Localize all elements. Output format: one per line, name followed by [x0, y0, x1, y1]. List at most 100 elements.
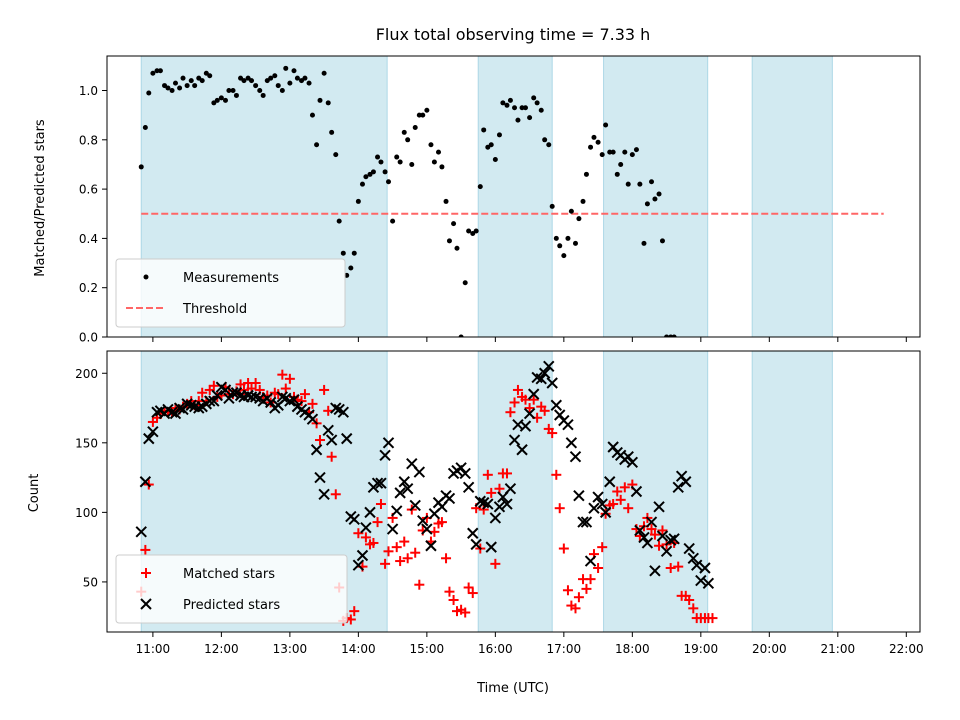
predicted-star-point [672, 481, 684, 494]
matched-star-point [623, 503, 634, 514]
x-tick-label: 15:00 [410, 642, 445, 656]
measurement-point [531, 95, 537, 101]
chart-title: Flux total observing time = 7.33 h [376, 25, 651, 44]
matched-star-point [486, 487, 497, 498]
measurement-point [496, 132, 502, 138]
predicted-star-point [687, 552, 699, 564]
y-tick-label: 100 [75, 506, 98, 520]
predicted-star-point [588, 502, 600, 514]
matched-star-point [539, 405, 550, 416]
predicted-star-point [516, 444, 528, 456]
predicted-star-point [691, 559, 703, 571]
matched-star-point [460, 607, 471, 618]
matched-star-point [391, 542, 402, 553]
x-tick-label: 18:00 [615, 642, 650, 656]
matched-star-point [673, 561, 684, 572]
matched-star-point [547, 428, 558, 439]
predicted-star-point [577, 516, 589, 528]
measurement-point [412, 124, 418, 130]
predicted-star-point [695, 574, 707, 587]
measurement-point [625, 181, 631, 187]
measurement-point [599, 152, 605, 158]
predicted-star-point [523, 407, 536, 420]
measurement-point [431, 159, 437, 165]
matched-star-point [402, 553, 413, 564]
measurement-point [583, 171, 589, 177]
measurement-point [519, 105, 525, 111]
predicted-star-point [459, 467, 471, 480]
measurement-point [272, 73, 278, 79]
predicted-star-point [546, 377, 558, 389]
predicted-star-point [425, 540, 437, 552]
measurement-point [192, 83, 198, 89]
matched-star-point [551, 469, 562, 480]
matched-star-point [383, 546, 394, 557]
measurement-point [644, 201, 650, 207]
matched-star-point [349, 606, 360, 617]
measurement-point [671, 334, 677, 337]
matched-star-point [646, 524, 657, 535]
measurement-point [146, 90, 152, 96]
measurement-point [416, 112, 422, 118]
measurement-point [507, 97, 513, 103]
matched-star-point [512, 384, 523, 395]
predicted-star-point [675, 470, 688, 482]
matched-star-point [395, 556, 406, 567]
measurement-point [241, 78, 247, 84]
matched-star-point [490, 558, 501, 569]
measurement-point [466, 228, 472, 234]
matched-star-point [509, 397, 520, 408]
measurement-point [443, 198, 449, 204]
observing-interval-band [751, 55, 833, 338]
predicted-star-point [204, 395, 216, 407]
measurement-point [603, 122, 609, 128]
matched-star-point [649, 529, 660, 540]
matched-star-point [562, 585, 573, 596]
predicted-star-point [645, 516, 658, 528]
matched-star-point [250, 377, 261, 388]
measurement-point [397, 159, 403, 165]
legend-label: Predicted stars [183, 598, 280, 613]
predicted-star-point [143, 432, 155, 445]
predicted-star-point [550, 399, 563, 411]
measurement-point [359, 181, 365, 187]
measurement-point [260, 92, 266, 98]
predicted-star-point [622, 451, 634, 463]
matched-star-point [410, 547, 421, 558]
measurement-point [409, 161, 415, 167]
measurement-point [291, 68, 297, 74]
matched-star-point [597, 542, 608, 553]
matched-star-point [208, 380, 219, 391]
predicted-star-point [318, 488, 330, 500]
predicted-star-point [656, 530, 669, 542]
predicted-star-point [474, 495, 486, 507]
measurement-point [607, 149, 613, 155]
matched-star-point [448, 595, 459, 606]
predicted-star-point [538, 367, 551, 379]
measurement-point [629, 152, 635, 158]
measurement-point [233, 92, 239, 98]
matched-star-point [554, 503, 565, 514]
measurement-point [138, 164, 144, 170]
legend: Measurements Threshold [115, 258, 346, 328]
predicted-star-point [641, 537, 654, 549]
matched-star-point [444, 586, 455, 597]
measurement-point [199, 78, 205, 84]
matched-star-point [299, 389, 310, 400]
measurement-point [230, 88, 236, 94]
measurement-point [420, 112, 426, 118]
measurement-point [249, 78, 255, 84]
measurement-point [565, 235, 571, 241]
predicted-star-point [185, 399, 197, 411]
measurement-point [294, 75, 300, 81]
measurement-point [542, 137, 548, 143]
predicted-star-point [702, 577, 715, 590]
measurement-point [150, 70, 156, 76]
matched-star-point [441, 553, 452, 564]
measurement-point [314, 142, 320, 148]
matched-star-point [684, 595, 695, 606]
predicted-star-point [664, 534, 677, 546]
x-tick-label: 11:00 [136, 642, 171, 656]
measurement-point [180, 75, 186, 81]
measurement-point [512, 105, 518, 111]
